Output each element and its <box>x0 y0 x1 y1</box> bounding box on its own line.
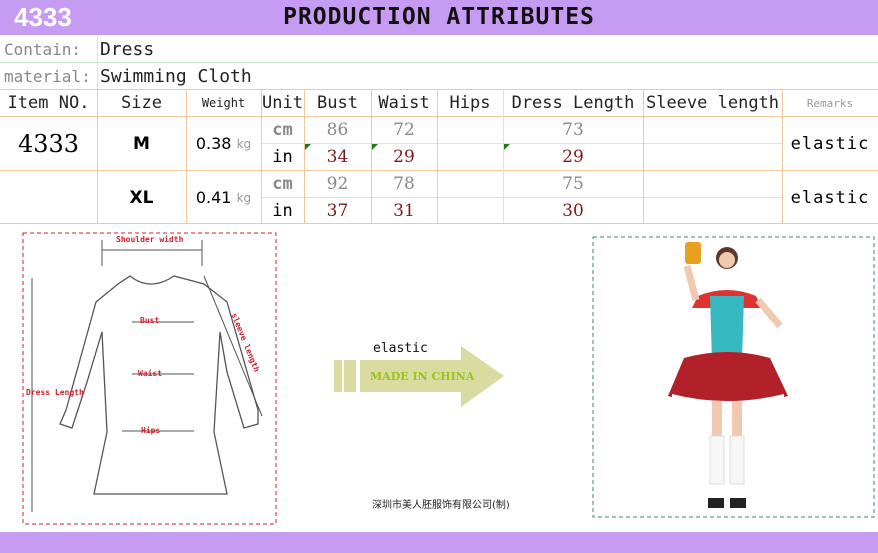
item-code: 4333 <box>14 2 72 32</box>
header-bar <box>0 0 878 35</box>
remarks-value: elastic <box>790 187 870 208</box>
hips-cm-value <box>437 117 503 143</box>
material-value: Swimming Cloth <box>100 65 252 87</box>
cell-comment-marker-icon <box>305 144 311 150</box>
product-photo <box>592 236 875 518</box>
arrow-icon <box>334 346 504 407</box>
waist-in-value: 31 <box>393 201 415 221</box>
remarks-value: elastic <box>790 133 870 154</box>
hips-cm-value <box>437 171 503 197</box>
weight-unit: kg <box>236 136 252 151</box>
weight-value: 0.38 <box>195 134 232 153</box>
unit-cm: cm <box>272 174 293 194</box>
weight-value: 0.41 <box>195 188 232 207</box>
hips-in-value <box>437 198 503 224</box>
dress-length-cm-value: 75 <box>562 174 584 194</box>
column-header-sleeve-length: Sleeve length <box>645 93 780 113</box>
sleeve-length-in-value <box>643 198 782 224</box>
unit-in: in <box>272 201 293 221</box>
footer-bar <box>0 532 878 553</box>
page-title: PRODUCTION ATTRIBUTES <box>283 4 595 30</box>
column-header-waist: Waist <box>378 93 430 113</box>
bust-in-value: 37 <box>326 201 349 221</box>
sleeve-length-in-value <box>643 144 782 170</box>
hips-label: Hips <box>141 426 161 435</box>
cell-comment-marker-icon <box>504 144 510 150</box>
dress-length-in-value: 30 <box>562 201 584 221</box>
contain-label: Contain: <box>4 39 82 59</box>
waist-label: Waist <box>138 369 163 378</box>
sleeve-length-cm-value <box>643 171 782 197</box>
weight-unit: kg <box>236 190 252 205</box>
bust-label: Bust <box>140 316 160 325</box>
sleeve-length-cm-value <box>643 117 782 143</box>
unit-cm: cm <box>272 120 293 140</box>
unit-in: in <box>272 147 293 167</box>
elastic-label: elastic <box>373 341 428 356</box>
contain-value: Dress <box>100 38 155 60</box>
waist-cm-value: 78 <box>393 174 415 194</box>
column-header-item-no: Item NO. <box>7 93 90 113</box>
dress-length-in-value: 29 <box>562 147 584 167</box>
material-label: material: <box>4 66 91 86</box>
size-value: M <box>133 133 150 154</box>
bust-cm-value: 92 <box>326 174 349 194</box>
column-header-weight: Weight <box>201 96 246 110</box>
hips-in-value <box>437 144 503 170</box>
waist-in-value: 29 <box>393 147 415 167</box>
size-value: XL <box>129 187 154 208</box>
column-header-size: Size <box>121 93 162 113</box>
column-header-dress-length: Dress Length <box>511 93 635 113</box>
item-no-value: 4333 <box>17 129 80 158</box>
column-header-bust: Bust <box>317 93 358 113</box>
column-header-unit: Unit <box>262 93 303 113</box>
waist-cm-value: 72 <box>393 120 415 140</box>
made-in-china-label: MADE IN CHINA <box>370 370 475 383</box>
bust-cm-value: 86 <box>326 120 349 140</box>
column-header-hips: Hips <box>449 93 491 113</box>
dress-length-label: Dress Length <box>26 388 84 397</box>
shoulder-width-label: Shoulder width <box>116 235 184 244</box>
size-diagram <box>22 232 277 525</box>
company-footer: 深圳市美人胚服饰有限公司(制) <box>372 500 510 511</box>
cell-comment-marker-icon <box>372 144 378 150</box>
bust-in-value: 34 <box>326 147 349 167</box>
column-header-remarks: Remarks <box>806 96 854 110</box>
dress-length-cm-value: 73 <box>562 120 584 140</box>
